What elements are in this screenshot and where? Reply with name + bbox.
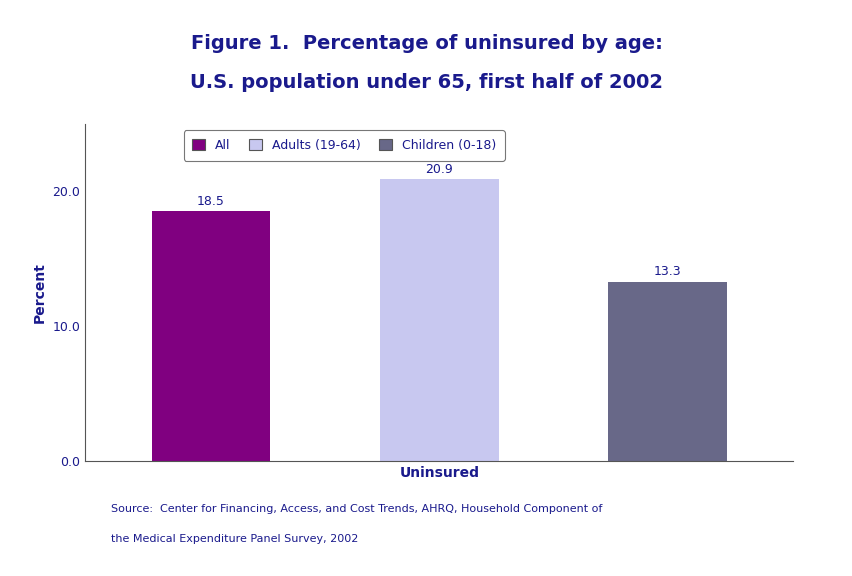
Text: 18.5: 18.5	[197, 195, 225, 208]
Text: U.S. population under 65, first half of 2002: U.S. population under 65, first half of …	[190, 73, 662, 92]
Bar	[152, 211, 270, 461]
Text: 13.3: 13.3	[653, 265, 681, 278]
Text: the Medical Expenditure Panel Survey, 2002: the Medical Expenditure Panel Survey, 20…	[111, 534, 358, 544]
Text: Figure 1.  Percentage of uninsured by age:: Figure 1. Percentage of uninsured by age…	[190, 34, 662, 53]
Y-axis label: Percent: Percent	[33, 262, 47, 323]
Text: 20.9: 20.9	[425, 163, 452, 176]
Bar	[607, 282, 726, 461]
Text: Source:  Center for Financing, Access, and Cost Trends, AHRQ, Household Componen: Source: Center for Financing, Access, an…	[111, 504, 602, 514]
Legend: All, Adults (19-64), Children (0-18): All, Adults (19-64), Children (0-18)	[183, 130, 504, 161]
Bar	[379, 179, 498, 461]
X-axis label: Uninsured: Uninsured	[399, 467, 479, 480]
